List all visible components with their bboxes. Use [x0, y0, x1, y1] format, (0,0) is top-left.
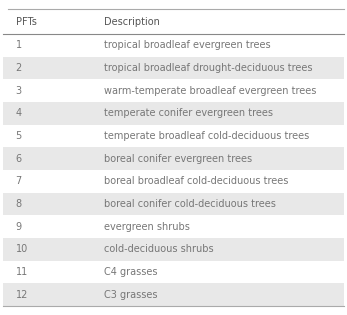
Text: boreal conifer cold-deciduous trees: boreal conifer cold-deciduous trees: [104, 199, 276, 209]
Bar: [3, 193, 344, 215]
Text: 6: 6: [16, 154, 22, 164]
Text: boreal conifer evergreen trees: boreal conifer evergreen trees: [104, 154, 252, 164]
Text: 10: 10: [16, 244, 28, 255]
Text: C3 grasses: C3 grasses: [104, 290, 158, 300]
Text: evergreen shrubs: evergreen shrubs: [104, 222, 190, 232]
Text: 5: 5: [16, 131, 22, 141]
Text: Description: Description: [104, 17, 160, 27]
Text: 7: 7: [16, 176, 22, 186]
Bar: [3, 284, 344, 306]
Text: 8: 8: [16, 199, 22, 209]
Text: temperate broadleaf cold-deciduous trees: temperate broadleaf cold-deciduous trees: [104, 131, 309, 141]
Text: tropical broadleaf evergreen trees: tropical broadleaf evergreen trees: [104, 40, 271, 50]
Text: temperate conifer evergreen trees: temperate conifer evergreen trees: [104, 108, 273, 118]
Text: PFTs: PFTs: [16, 17, 36, 27]
Text: 2: 2: [16, 63, 22, 73]
Bar: [3, 147, 344, 170]
Text: cold-deciduous shrubs: cold-deciduous shrubs: [104, 244, 214, 255]
Text: 1: 1: [16, 40, 22, 50]
Text: tropical broadleaf drought-deciduous trees: tropical broadleaf drought-deciduous tre…: [104, 63, 313, 73]
Text: 11: 11: [16, 267, 28, 277]
Text: 3: 3: [16, 86, 22, 96]
Text: boreal broadleaf cold-deciduous trees: boreal broadleaf cold-deciduous trees: [104, 176, 288, 186]
Bar: [3, 57, 344, 79]
Bar: [3, 238, 344, 261]
Text: 12: 12: [16, 290, 28, 300]
Bar: [3, 102, 344, 125]
Text: 9: 9: [16, 222, 22, 232]
Text: warm-temperate broadleaf evergreen trees: warm-temperate broadleaf evergreen trees: [104, 86, 316, 96]
Text: C4 grasses: C4 grasses: [104, 267, 158, 277]
Text: 4: 4: [16, 108, 22, 118]
